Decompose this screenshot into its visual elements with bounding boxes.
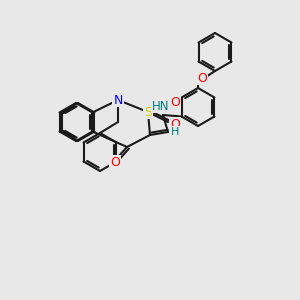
Text: O: O [110, 155, 120, 169]
Text: S: S [144, 106, 152, 118]
Text: O: O [197, 71, 207, 85]
Text: O: O [170, 95, 180, 109]
Text: N: N [113, 94, 123, 106]
Text: H: H [171, 127, 179, 137]
Text: HN: HN [152, 100, 170, 112]
Text: O: O [170, 118, 180, 130]
